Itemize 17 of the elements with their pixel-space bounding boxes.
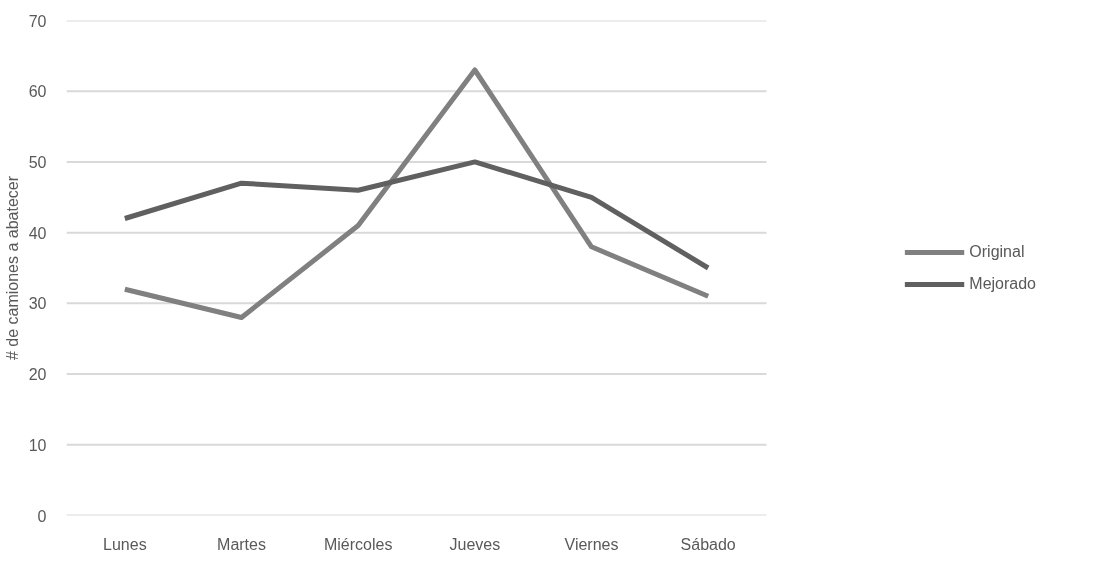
y-tick-label: 40 <box>28 224 47 242</box>
legend-label: Mejorado <box>969 274 1036 293</box>
x-tick-label: Viernes <box>564 535 619 553</box>
y-axis-title: # de camiones a abatecer <box>3 175 21 361</box>
x-tick-label: Martes <box>217 535 266 553</box>
x-tick-label: Miércoles <box>323 535 393 553</box>
y-tick-label: 20 <box>28 366 47 384</box>
y-tick-label: 0 <box>37 507 47 525</box>
y-tick-label: 50 <box>28 153 47 171</box>
legend-label: Original <box>969 242 1025 261</box>
x-tick-label: Lunes <box>103 535 147 553</box>
y-tick-label: 10 <box>28 436 47 454</box>
x-tick-label: Jueves <box>449 535 501 553</box>
y-tick-label: 70 <box>28 12 47 30</box>
x-tick-label: Sábado <box>680 535 736 553</box>
y-tick-label: 30 <box>28 295 47 313</box>
y-tick-label: 60 <box>28 83 47 101</box>
